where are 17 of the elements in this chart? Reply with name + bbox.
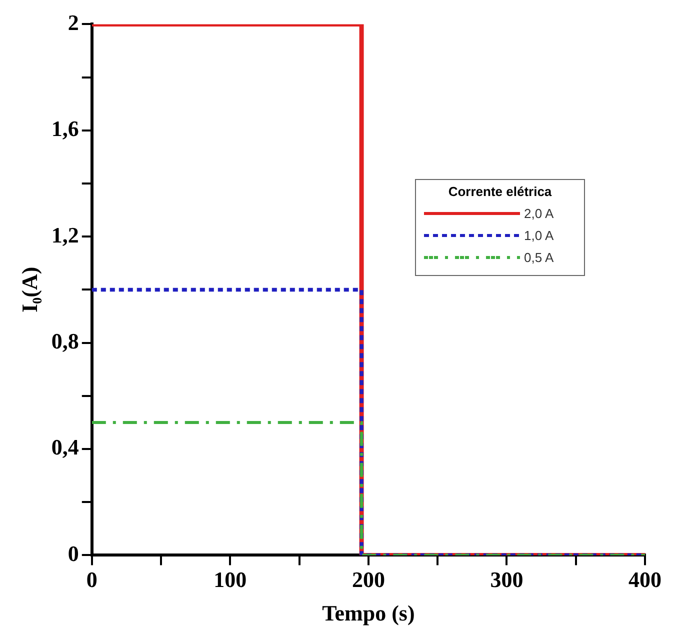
- x-tick-label: 400: [628, 567, 662, 592]
- legend-title: Corrente elétrica: [447, 184, 553, 199]
- y-tick-label: 1,6: [51, 116, 79, 142]
- y-tick-label: 1,2: [51, 222, 79, 248]
- x-axis-title: Tempo (s): [322, 600, 415, 626]
- y-axis-title: I₀(A): [16, 266, 42, 313]
- legend-label: 0,5 A: [524, 250, 554, 266]
- legend-label: 2,0 A: [524, 206, 554, 222]
- y-tick-label: 0,4: [51, 434, 79, 460]
- x-tick-label: 0: [86, 567, 98, 592]
- y-tick-label: 2: [68, 10, 79, 35]
- y-tick-label: 0,8: [51, 328, 79, 354]
- legend-label: 1,0 A: [524, 228, 554, 244]
- x-tick-label: 100: [214, 567, 247, 592]
- y-tick-label: 0: [68, 540, 79, 566]
- x-tick-label: 200: [352, 567, 385, 592]
- x-tick-label: 300: [490, 567, 524, 592]
